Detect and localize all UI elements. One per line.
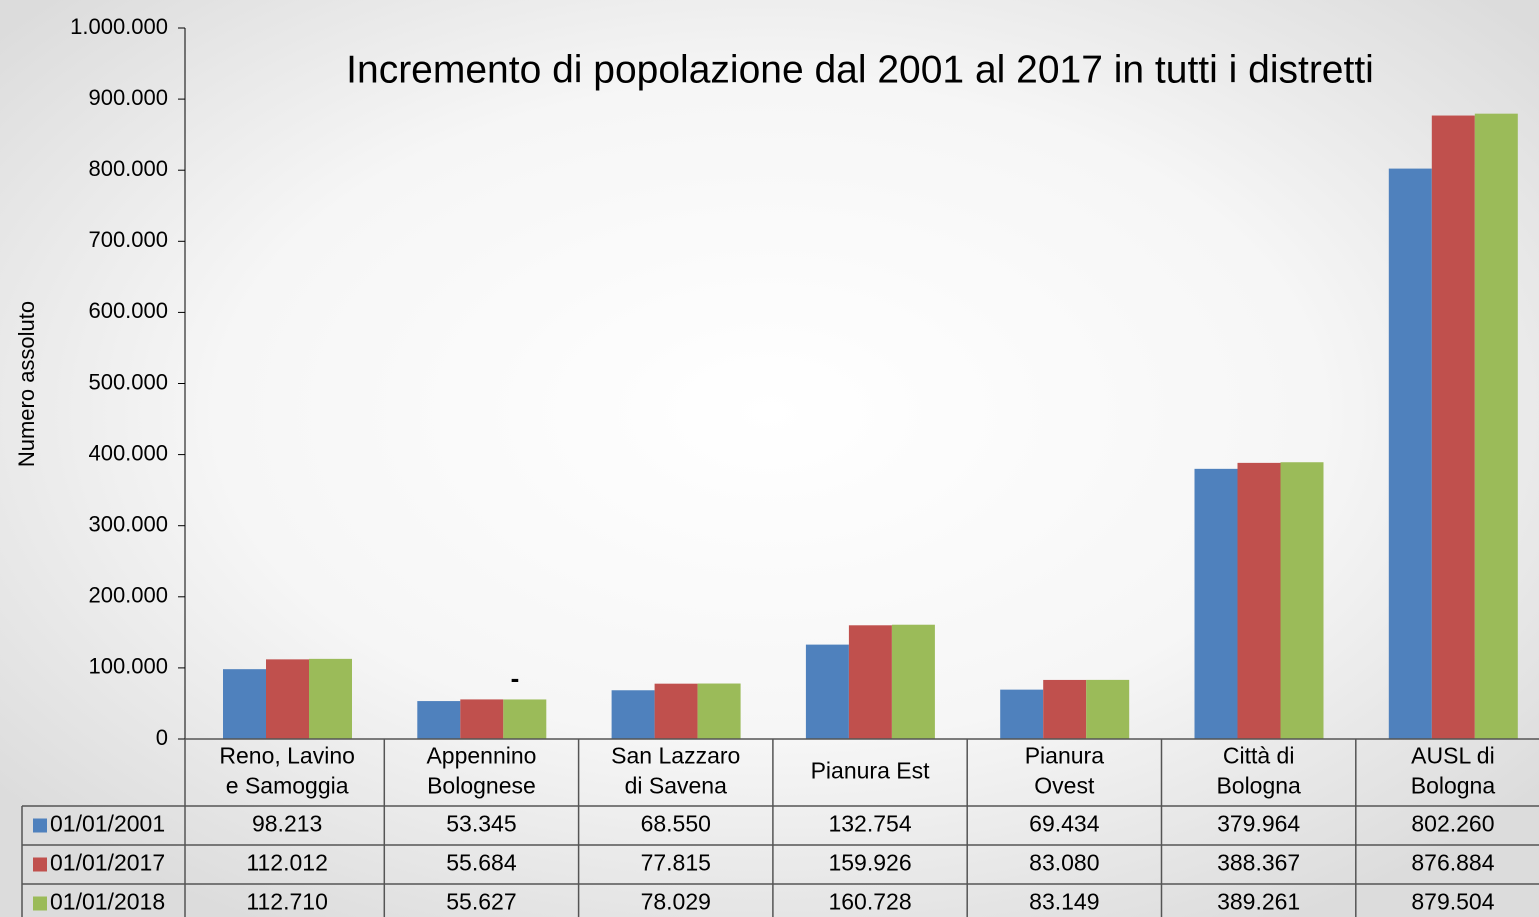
bar [1280, 462, 1324, 739]
table-value: 78.029 [641, 889, 711, 915]
y-tick-label: 100.000 [88, 654, 168, 679]
bar [460, 699, 504, 739]
table-value: 389.261 [1217, 889, 1300, 915]
table-value: 77.815 [641, 850, 711, 876]
y-tick-label: 300.000 [88, 512, 168, 537]
table-value: 112.710 [246, 889, 327, 915]
table-value: 388.367 [1217, 850, 1300, 876]
y-tick-label: 700.000 [88, 227, 168, 252]
bar [611, 690, 655, 739]
table-value: 160.728 [828, 889, 911, 915]
table-value: 83.080 [1029, 850, 1099, 876]
bar [266, 659, 309, 739]
table-value: 55.627 [446, 889, 516, 915]
table-value: 379.964 [1217, 811, 1300, 837]
table-value: 876.884 [1411, 850, 1494, 876]
bar [1237, 462, 1281, 739]
y-tick-label: 0 [156, 725, 168, 750]
category-label: Reno, Lavino [219, 743, 355, 769]
bar [503, 699, 547, 739]
category-label: Ovest [1034, 773, 1095, 799]
bar [1086, 679, 1130, 739]
y-tick-label: 400.000 [88, 440, 168, 465]
y-tick-label: 900.000 [88, 85, 168, 110]
bar [309, 658, 352, 739]
table-value: 802.260 [1411, 811, 1494, 837]
table-value: 98.213 [252, 811, 322, 837]
table-value: 83.149 [1029, 889, 1099, 915]
bar [1388, 168, 1432, 739]
category-label: Pianura Est [811, 758, 931, 784]
legend-swatch [33, 818, 47, 833]
table-value: 53.345 [446, 811, 516, 837]
category-label: Bologna [1216, 773, 1301, 799]
y-tick-label: 200.000 [88, 583, 168, 608]
legend-label: 01/01/2017 [50, 850, 165, 876]
table-value: 68.550 [641, 811, 711, 837]
category-label: di Savena [625, 773, 728, 799]
bar [1431, 115, 1475, 740]
category-label: e Samoggia [226, 773, 349, 799]
y-axis-label: Numero assoluto [14, 301, 39, 467]
bar [1194, 468, 1238, 739]
bar [417, 701, 461, 739]
legend-swatch [33, 857, 47, 872]
legend-label: 01/01/2018 [50, 889, 165, 915]
category-label: Bolognese [427, 773, 536, 799]
bar [223, 669, 266, 739]
y-tick-label: 500.000 [88, 369, 168, 394]
table-value: 879.504 [1411, 889, 1494, 915]
category-label: San Lazzaro [611, 743, 740, 769]
category-label: Pianura [1025, 743, 1104, 769]
bar [654, 683, 698, 739]
y-tick-label: 1.000.000 [70, 14, 168, 39]
bar [1000, 689, 1044, 739]
bar [1474, 113, 1518, 739]
category-label: Città di [1223, 743, 1295, 769]
annotation: - [511, 663, 520, 693]
category-label: AUSL di [1411, 743, 1495, 769]
bar [805, 644, 849, 739]
table-value: 132.754 [828, 811, 911, 837]
category-label: Bologna [1411, 773, 1496, 799]
bar [848, 625, 892, 739]
chart-title: Incremento di popolazione dal 2001 al 20… [346, 48, 1374, 91]
table-value: 159.926 [828, 850, 911, 876]
bar [1043, 679, 1087, 739]
legend-label: 01/01/2001 [50, 811, 165, 837]
y-tick-label: 600.000 [88, 298, 168, 323]
category-label: Appennino [426, 743, 536, 769]
table-value: 112.012 [246, 850, 327, 876]
y-tick-label: 800.000 [88, 156, 168, 181]
table-value: 69.434 [1029, 811, 1100, 837]
table-value: 55.684 [446, 850, 517, 876]
bar [697, 683, 741, 739]
legend-swatch [33, 896, 47, 911]
bar [891, 624, 935, 739]
